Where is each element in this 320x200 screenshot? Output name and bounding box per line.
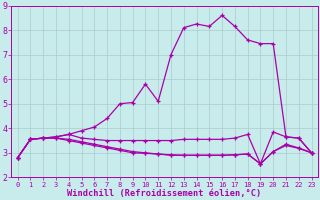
X-axis label: Windchill (Refroidissement éolien,°C): Windchill (Refroidissement éolien,°C)	[68, 189, 262, 198]
